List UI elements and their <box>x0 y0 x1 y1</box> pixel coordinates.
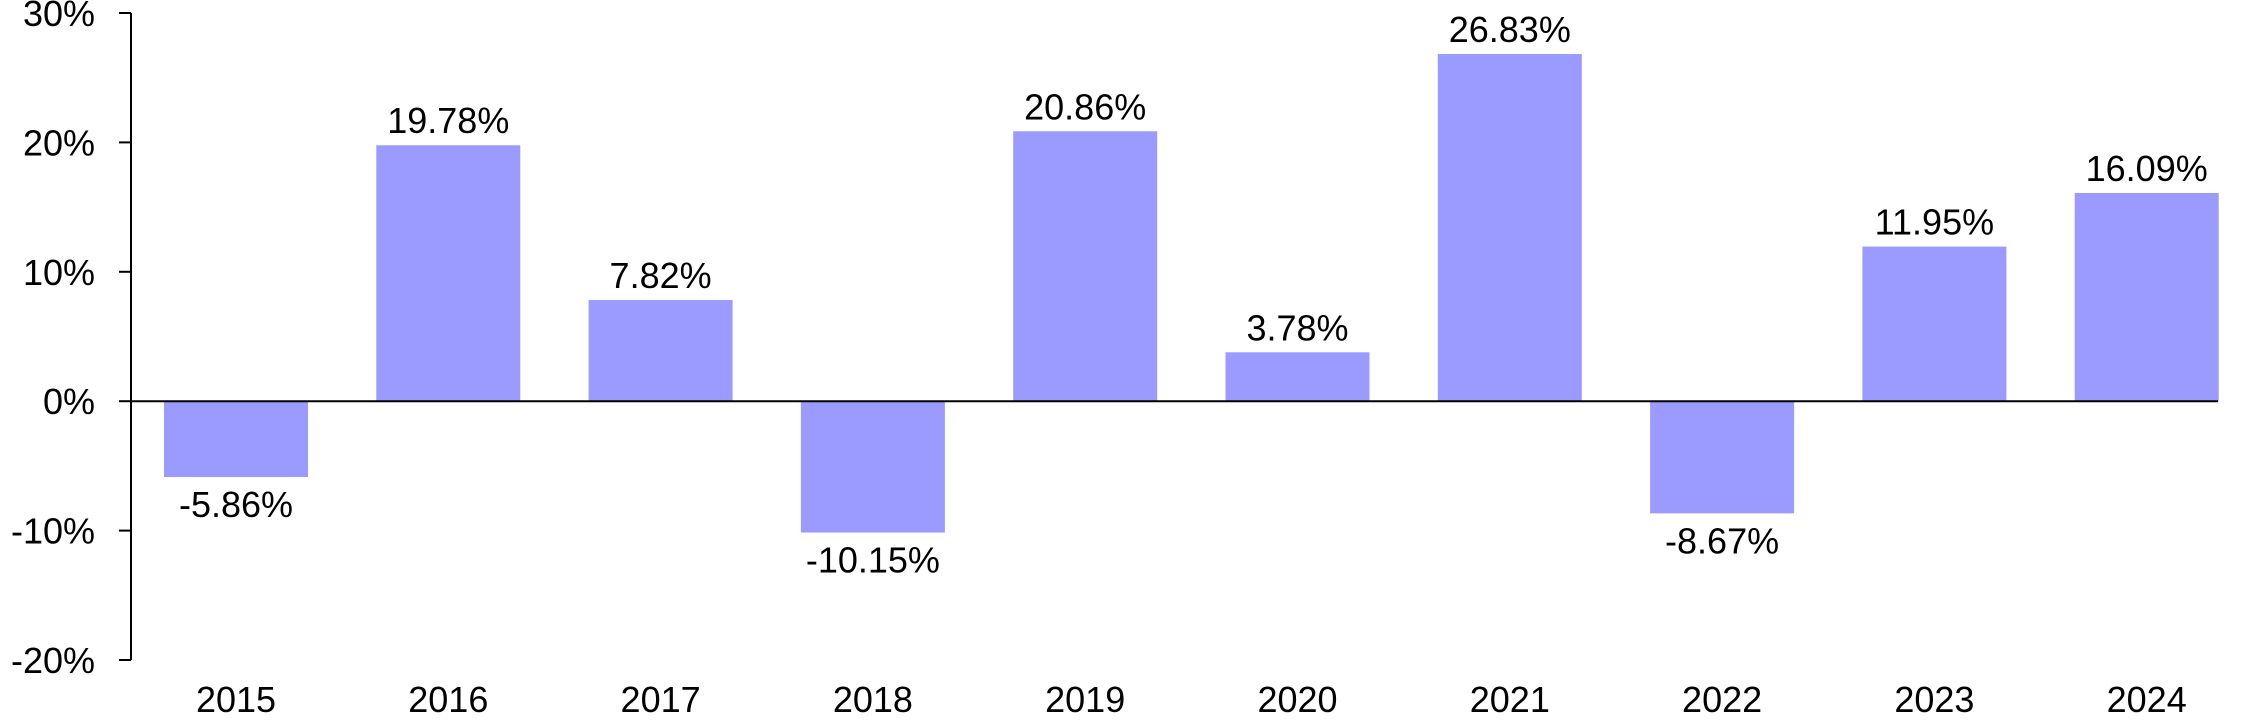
x-axis-labels: 2015 2016 2017 2018 2019 2020 2021 2022 2023 2024 <box>196 679 2187 720</box>
bars-group <box>164 54 2219 533</box>
y-tick-label: 30% <box>23 0 95 34</box>
bar-2022 <box>1650 401 1795 514</box>
x-tick-label-2019: 2019 <box>1045 679 1125 720</box>
x-tick-label-2020: 2020 <box>1257 679 1337 720</box>
x-tick-label-2017: 2017 <box>621 679 701 720</box>
data-label-2020: 3.78% <box>1246 307 1348 348</box>
x-tick-label-2023: 2023 <box>1894 679 1974 720</box>
y-tick-label: -20% <box>11 640 95 681</box>
bar-2016 <box>376 145 521 402</box>
data-label-2018: -10.15% <box>806 540 940 581</box>
y-tick-label: 10% <box>23 252 95 293</box>
data-label-2024: 16.09% <box>2086 148 2208 189</box>
y-tick-label: 20% <box>23 122 95 163</box>
y-axis: 30% 20% 10% 0% -10% -20% <box>11 0 132 681</box>
bar-2024 <box>2074 192 2219 402</box>
data-label-2023: 11.95% <box>1875 202 1994 243</box>
bar-2018 <box>800 401 945 533</box>
x-tick-label-2022: 2022 <box>1682 679 1762 720</box>
data-label-2017: 7.82% <box>610 255 712 296</box>
bar-2023 <box>1862 246 2007 402</box>
y-tick-label: -10% <box>11 511 95 552</box>
x-tick-label-2016: 2016 <box>408 679 488 720</box>
x-tick-label-2021: 2021 <box>1470 679 1550 720</box>
bar-2019 <box>1013 131 1158 402</box>
data-label-2021: 26.83% <box>1449 9 1571 50</box>
data-label-2016: 19.78% <box>387 100 509 141</box>
data-labels-group: -5.86% 19.78% 7.82% -10.15% 20.86% 3.78% 26.83… <box>179 9 2208 581</box>
bar-2015 <box>164 401 308 478</box>
x-tick-label-2015: 2015 <box>196 679 276 720</box>
bar-2021 <box>1437 54 1582 402</box>
x-tick-label-2018: 2018 <box>833 679 913 720</box>
bar-2017 <box>588 300 733 402</box>
bar-2020 <box>1225 352 1370 402</box>
data-label-2015: -5.86% <box>179 484 293 525</box>
x-tick-label-2024: 2024 <box>2107 679 2187 720</box>
data-label-2022: -8.67% <box>1665 520 1779 561</box>
y-tick-label: 0% <box>43 381 95 422</box>
data-label-2019: 20.86% <box>1024 86 1146 127</box>
